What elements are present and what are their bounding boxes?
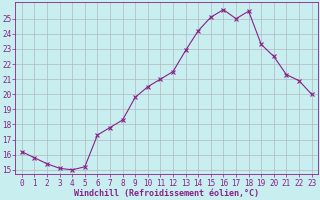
X-axis label: Windchill (Refroidissement éolien,°C): Windchill (Refroidissement éolien,°C) — [74, 189, 259, 198]
